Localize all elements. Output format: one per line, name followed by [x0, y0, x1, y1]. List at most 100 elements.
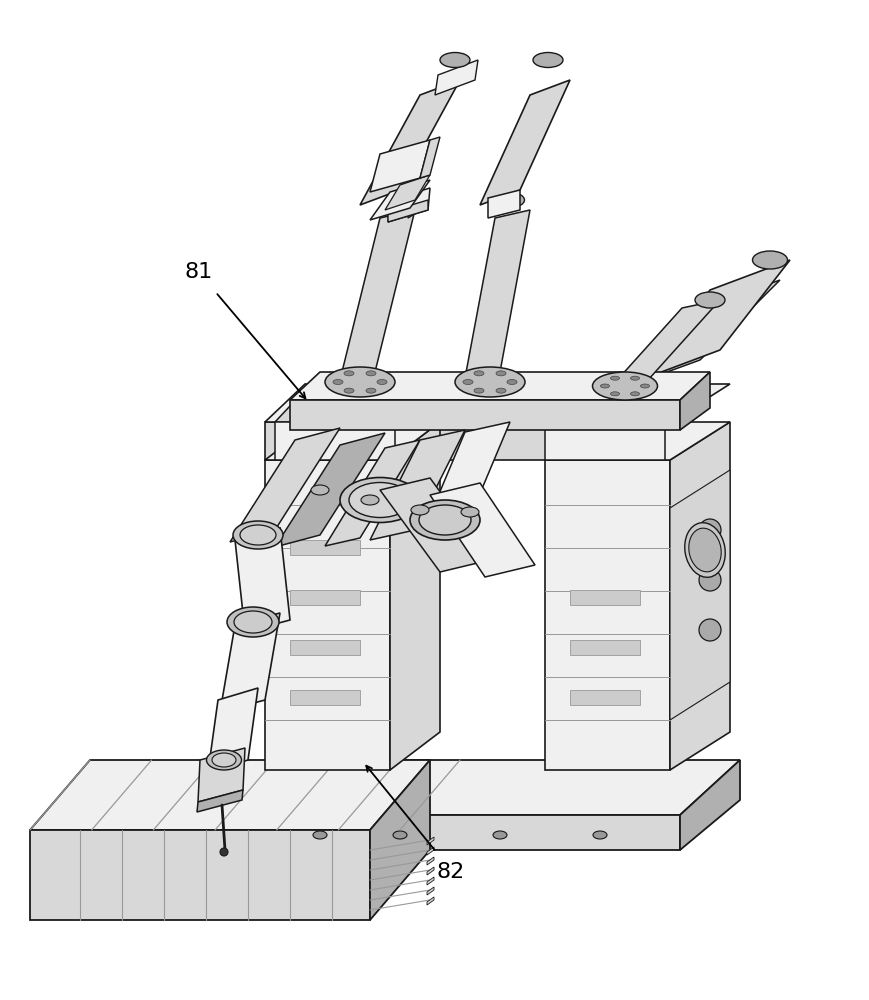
Ellipse shape [227, 607, 279, 637]
Polygon shape [427, 897, 434, 905]
Ellipse shape [311, 485, 329, 495]
Ellipse shape [600, 384, 609, 388]
Ellipse shape [753, 251, 787, 269]
Polygon shape [420, 137, 440, 178]
Ellipse shape [419, 505, 471, 535]
Polygon shape [275, 422, 395, 460]
Polygon shape [435, 60, 478, 95]
Polygon shape [423, 422, 510, 532]
Ellipse shape [349, 483, 411, 518]
Polygon shape [208, 688, 258, 772]
Polygon shape [197, 790, 243, 812]
Polygon shape [220, 613, 280, 712]
Ellipse shape [685, 523, 726, 577]
Text: 81: 81 [184, 262, 212, 282]
Ellipse shape [493, 831, 507, 839]
Polygon shape [570, 690, 640, 705]
Polygon shape [427, 887, 434, 895]
Ellipse shape [631, 392, 640, 396]
Polygon shape [610, 300, 720, 388]
Ellipse shape [411, 505, 429, 515]
Polygon shape [275, 433, 385, 547]
Ellipse shape [366, 371, 376, 376]
Polygon shape [265, 384, 730, 422]
Ellipse shape [699, 619, 721, 641]
Polygon shape [408, 200, 418, 218]
Polygon shape [427, 867, 434, 875]
Polygon shape [545, 422, 665, 460]
Polygon shape [370, 140, 430, 192]
Ellipse shape [695, 292, 725, 308]
Polygon shape [570, 640, 640, 655]
Ellipse shape [410, 500, 480, 540]
Polygon shape [380, 478, 490, 572]
Polygon shape [235, 528, 290, 632]
Polygon shape [388, 188, 430, 222]
Polygon shape [545, 390, 695, 422]
Polygon shape [427, 857, 434, 865]
Polygon shape [340, 210, 415, 380]
Polygon shape [640, 260, 790, 380]
Polygon shape [270, 815, 680, 850]
Ellipse shape [393, 831, 407, 839]
Polygon shape [430, 483, 535, 577]
Ellipse shape [474, 371, 484, 376]
Ellipse shape [377, 379, 387, 384]
Polygon shape [290, 590, 360, 605]
Polygon shape [265, 460, 390, 770]
Polygon shape [390, 422, 440, 770]
Polygon shape [290, 372, 710, 400]
Ellipse shape [593, 372, 658, 400]
Polygon shape [30, 760, 430, 830]
Ellipse shape [689, 528, 721, 572]
Polygon shape [385, 175, 430, 210]
Polygon shape [465, 210, 530, 378]
Ellipse shape [474, 388, 484, 393]
Ellipse shape [212, 753, 236, 767]
Polygon shape [290, 540, 360, 555]
Polygon shape [680, 760, 740, 850]
Ellipse shape [340, 478, 420, 522]
Polygon shape [265, 422, 440, 460]
Ellipse shape [611, 376, 620, 380]
Ellipse shape [699, 519, 721, 541]
Polygon shape [427, 877, 434, 885]
Polygon shape [480, 80, 570, 205]
Ellipse shape [496, 388, 506, 393]
Ellipse shape [344, 388, 354, 393]
Ellipse shape [699, 569, 721, 591]
Ellipse shape [631, 376, 640, 380]
Ellipse shape [496, 371, 506, 376]
Polygon shape [275, 390, 425, 422]
Polygon shape [230, 428, 340, 542]
Polygon shape [370, 180, 430, 220]
Ellipse shape [234, 611, 272, 633]
Polygon shape [388, 200, 428, 222]
Polygon shape [680, 372, 710, 430]
Polygon shape [370, 430, 465, 540]
Ellipse shape [593, 831, 607, 839]
Ellipse shape [313, 831, 327, 839]
Polygon shape [360, 80, 460, 205]
Polygon shape [325, 440, 420, 546]
Ellipse shape [611, 392, 620, 396]
Polygon shape [645, 280, 780, 380]
Ellipse shape [533, 52, 563, 68]
Ellipse shape [440, 52, 470, 68]
Polygon shape [290, 640, 360, 655]
Polygon shape [670, 422, 730, 770]
Text: 82: 82 [436, 862, 464, 882]
Polygon shape [488, 190, 520, 218]
Polygon shape [30, 830, 370, 920]
Ellipse shape [344, 371, 354, 376]
Polygon shape [290, 690, 360, 705]
Polygon shape [545, 422, 730, 460]
Ellipse shape [401, 193, 426, 207]
Ellipse shape [455, 367, 525, 397]
Ellipse shape [333, 379, 343, 384]
Polygon shape [370, 760, 430, 920]
Ellipse shape [233, 521, 283, 549]
Ellipse shape [366, 388, 376, 393]
Polygon shape [198, 748, 245, 802]
Ellipse shape [220, 848, 228, 856]
